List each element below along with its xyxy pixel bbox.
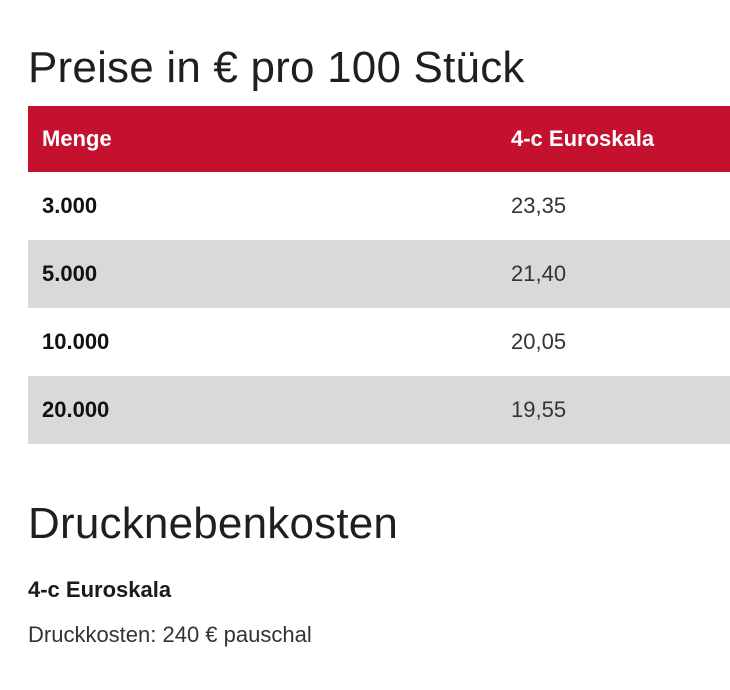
table-header-row: Menge 4-c Euroskala (28, 106, 730, 172)
table-row: 10.000 20,05 (28, 308, 730, 376)
table-row: 3.000 23,35 (28, 172, 730, 240)
table-row: 20.000 19,55 (28, 376, 730, 444)
extra-costs-title: Drucknebenkosten (28, 499, 399, 548)
quantity-cell: 20.000 (28, 376, 497, 444)
price-cell: 20,05 (511, 329, 567, 354)
quantity-cell: 3.000 (42, 193, 98, 218)
page-content: Preise in € pro 100 Stück Menge 4-c Euro… (28, 0, 730, 650)
quantity-cell: 5.000 (28, 240, 497, 308)
price-cell: 23,35 (511, 193, 567, 218)
price-cell: 21,40 (497, 240, 730, 308)
extra-costs-subtitle: 4-c Euroskala (28, 577, 172, 602)
quantity-cell: 10.000 (42, 329, 110, 354)
column-header-quantity: Menge (28, 106, 497, 172)
pricing-title: Preise in € pro 100 Stück (28, 43, 525, 92)
price-cell: 19,55 (497, 376, 730, 444)
table-row: 5.000 21,40 (28, 240, 730, 308)
print-cost-line: Druckkosten: 240 € pauschal (28, 622, 312, 647)
column-header-color: 4-c Euroskala (497, 106, 730, 172)
price-table: Menge 4-c Euroskala 3.000 23,35 5.000 21… (28, 106, 730, 444)
